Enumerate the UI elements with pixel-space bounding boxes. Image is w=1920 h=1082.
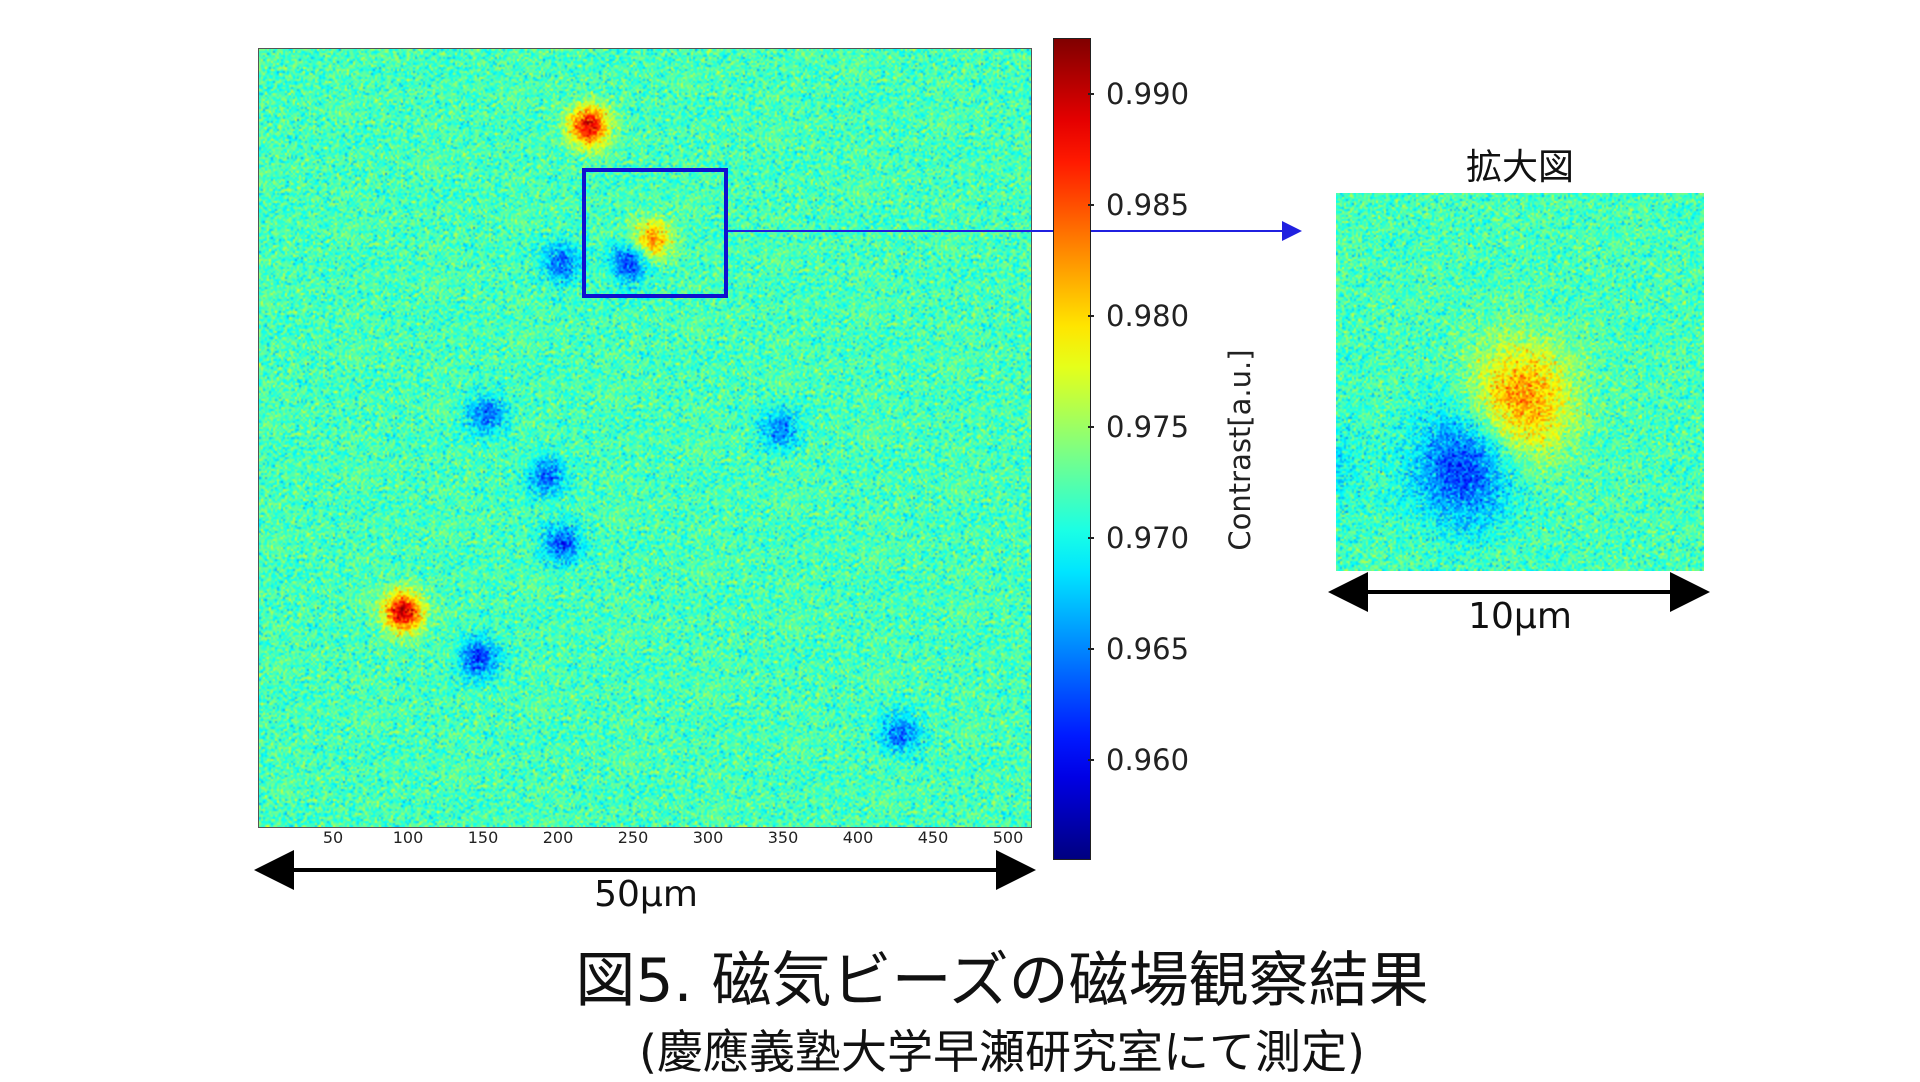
x-tick-label: 450 <box>917 828 949 847</box>
colorbar-tick <box>1088 647 1094 650</box>
colorbar-tick-label: 0.975 <box>1106 409 1190 444</box>
colorbar-tick <box>1088 425 1094 428</box>
zoom-width-label: 10μm <box>1468 596 1572 637</box>
colorbar-tick <box>1088 536 1094 539</box>
colorbar <box>1053 38 1091 860</box>
x-tick-label: 100 <box>392 828 424 847</box>
zoomed-field-map <box>1336 193 1704 571</box>
magnetic-field-map <box>258 48 1032 828</box>
colorbar-tick-label: 0.965 <box>1106 631 1190 666</box>
colorbar-tick <box>1088 314 1094 317</box>
colorbar-tick-label: 0.990 <box>1106 76 1190 111</box>
colorbar-tick-label: 0.985 <box>1106 187 1190 222</box>
x-tick-label: 150 <box>467 828 499 847</box>
x-tick-label: 250 <box>617 828 649 847</box>
colorbar-tick <box>1088 203 1094 206</box>
x-tick-label: 500 <box>992 828 1024 847</box>
x-tick-label: 50 <box>322 828 344 847</box>
colorbar-tick <box>1088 759 1094 762</box>
main-width-label: 50μm <box>594 874 698 915</box>
colorbar-tick-label: 0.980 <box>1106 298 1190 333</box>
colorbar-label: Contrast[a.u.] <box>1223 349 1257 551</box>
x-tick-label: 200 <box>542 828 574 847</box>
colorbar-tick <box>1088 92 1094 95</box>
figure-subcaption: (慶應義塾大学早瀬研究室にて測定) <box>639 1025 1365 1079</box>
x-tick-label: 400 <box>842 828 874 847</box>
x-tick-label: 350 <box>767 828 799 847</box>
colorbar-tick-label: 0.970 <box>1106 520 1190 555</box>
zoom-title: 拡大図 <box>1465 147 1575 188</box>
figure-caption: 図5. 磁気ビーズの磁場観察結果 <box>575 946 1429 1016</box>
x-axis: 50 100 150 200 250 300 350 400 450 500 <box>258 828 1032 862</box>
x-tick-label: 300 <box>692 828 724 847</box>
zoom-region-box <box>582 168 728 298</box>
colorbar-tick-label: 0.960 <box>1106 743 1190 778</box>
